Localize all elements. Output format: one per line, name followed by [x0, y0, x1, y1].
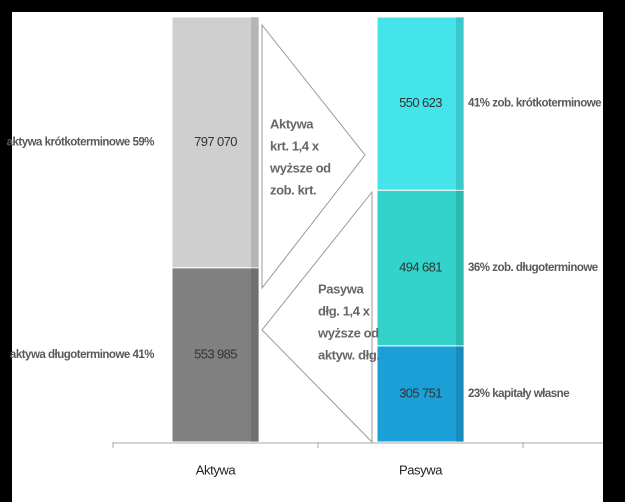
annotation: dłg. 1,4 x	[318, 303, 371, 318]
segment-name: 36% zob. długoterminowe	[468, 262, 598, 274]
annotation: wyższe od	[317, 325, 379, 340]
data-label: 553 985	[194, 346, 237, 361]
bar-segment	[376, 16, 465, 191]
data-label: 797 070	[194, 134, 237, 149]
data-label: 550 623	[399, 95, 442, 110]
bar-shade	[251, 267, 259, 442]
bar-shade	[251, 17, 259, 268]
bar-shade	[456, 190, 464, 346]
bar-segment	[376, 189, 465, 347]
bar-shade	[456, 17, 464, 191]
x-tick-label: Pasywa	[399, 462, 443, 477]
segment-name: 41% zob. krótkoterminowe	[468, 98, 601, 110]
arrow-left	[261, 190, 373, 444]
arrow-right	[261, 23, 366, 290]
data-label: 494 681	[399, 259, 442, 274]
data-label: 305 751	[399, 385, 442, 400]
x-tick-label: Aktywa	[196, 462, 237, 477]
bar-segment	[171, 16, 260, 269]
annotation: wyższe od	[269, 160, 331, 175]
annotation: Aktywa	[270, 116, 314, 131]
bar-segment	[376, 345, 465, 443]
segment-name: aktywa krótkoterminowe 59%	[7, 136, 155, 148]
annotation: Pasywa	[318, 281, 364, 296]
segment-name: 23% kapitały własne	[468, 388, 569, 400]
annotation: krt. 1,4 x	[270, 138, 320, 153]
bar-segment	[171, 267, 260, 443]
annotation: aktyw. dłg.	[318, 347, 380, 362]
bar-shade	[456, 345, 464, 442]
segment-name: aktywa długoterminowe 41%	[10, 349, 154, 361]
annotation: zob. krt.	[270, 182, 316, 197]
